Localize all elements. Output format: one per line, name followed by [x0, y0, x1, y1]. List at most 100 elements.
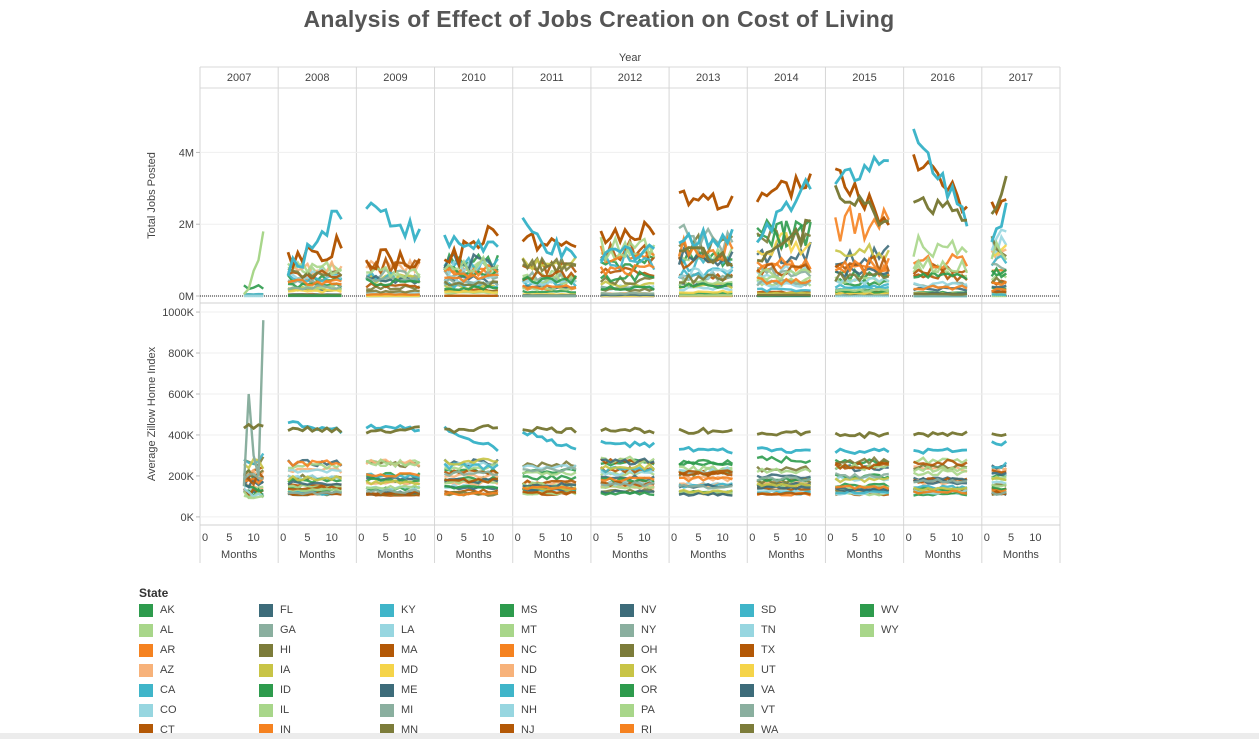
- series-line-ca: [365, 201, 421, 244]
- legend-swatch: [139, 664, 153, 677]
- jobs-series-line: [991, 287, 1007, 293]
- x-tick-label: 5: [304, 532, 310, 544]
- home-index-series-line: [600, 490, 655, 497]
- series-line-ny: [833, 184, 889, 228]
- series-line-ca: [286, 209, 343, 276]
- x-tick-label: 10: [247, 532, 259, 544]
- jobs-series-line: [990, 239, 1008, 261]
- x-tick-label: 5: [383, 532, 389, 544]
- home-index-series-line: [834, 472, 889, 480]
- jobs-series-line: [913, 270, 968, 281]
- y-tick-label: 2M: [179, 219, 194, 231]
- series-line-ny: [756, 218, 811, 263]
- home-index-series-line: [756, 467, 812, 475]
- home-index-series-line: [913, 458, 968, 467]
- home-index-series-line: [756, 455, 812, 464]
- legend-swatch: [259, 624, 273, 637]
- series-line-tx: [365, 248, 421, 274]
- series-line-ca: [991, 440, 1008, 447]
- jobs-series-line: [522, 274, 578, 286]
- year-header-2008: 2008: [305, 72, 329, 84]
- home-index-series-line: [365, 458, 421, 467]
- series-line-hi: [444, 423, 499, 435]
- legend-swatch: [139, 684, 153, 697]
- x-tick-label: 10: [951, 532, 963, 544]
- x-tick-label: 5: [226, 532, 232, 544]
- home-index-series-line: [522, 490, 577, 496]
- jobs-series-line: [522, 289, 576, 294]
- chart-area: Year 2007 2008 2009 2010 2011 2012 2013 2014 2015…: [146, 52, 1061, 563]
- home-index-series-line: [365, 488, 421, 495]
- series-line-tx: [678, 189, 734, 211]
- legend-swatch: [139, 644, 153, 657]
- home-index-series-line: [443, 470, 499, 477]
- jobs-series-line: [444, 289, 499, 294]
- x-axis-label: Months: [377, 549, 414, 561]
- legend-swatch: [500, 664, 514, 677]
- home-index-series-line: [287, 485, 342, 491]
- x-tick-label: 5: [930, 532, 936, 544]
- y-tick-label: 0K: [181, 512, 195, 524]
- home-index-series-line: [443, 457, 498, 466]
- jobs-series-line: [991, 284, 1007, 289]
- jobs-series-line: [600, 270, 655, 283]
- home-index-series-line: [678, 483, 733, 490]
- home-index-series-line: [834, 461, 890, 470]
- legend-label: UT: [761, 664, 776, 676]
- legend-label: ND: [521, 664, 537, 676]
- x-tick-label: 0: [749, 532, 755, 544]
- legend-swatch: [380, 684, 394, 697]
- home-index-series-line: [287, 487, 343, 494]
- legend-label: NC: [521, 644, 537, 656]
- jobs-series-line: [443, 254, 498, 274]
- bottom-scrollbar[interactable]: [0, 733, 1259, 739]
- home-index-series-line: [366, 490, 420, 496]
- jobs-series-line: [600, 284, 655, 291]
- x-tick-label: 5: [461, 532, 467, 544]
- home-index-series-line: [834, 476, 890, 484]
- series-line-ny: [912, 195, 968, 222]
- legend-swatch: [740, 704, 754, 717]
- year-header-2014: 2014: [774, 72, 798, 84]
- jobs-series-line: [599, 249, 656, 272]
- home-index-series-line: [243, 477, 265, 485]
- legend-swatch: [380, 604, 394, 617]
- home-index-series-line: [522, 481, 577, 488]
- legend-label: VA: [761, 684, 775, 696]
- x-tick-label: 5: [852, 532, 858, 544]
- jobs-series-line: [678, 282, 733, 289]
- home-index-series-line: [991, 486, 1007, 491]
- year-header-2015: 2015: [852, 72, 876, 84]
- jobs-series-line: [990, 254, 1008, 267]
- home-index-series-line: [243, 472, 264, 481]
- x-axis-label: Months: [925, 549, 962, 561]
- series-line-tx: [599, 219, 656, 246]
- home-index-series-line: [600, 457, 655, 466]
- home-index-series-line: [913, 486, 968, 492]
- home-index-series-line: [991, 489, 1007, 493]
- jobs-series-line: [522, 284, 577, 291]
- home-index-series-line: [600, 462, 656, 471]
- x-tick-label: 10: [560, 532, 572, 544]
- legend-label: GA: [280, 624, 296, 636]
- legend-label: OH: [641, 644, 658, 656]
- legend-label: HI: [280, 644, 291, 656]
- legend-label: NV: [641, 604, 657, 616]
- jobs-series-line: [990, 268, 1007, 277]
- jobs-series-line: [757, 287, 811, 293]
- series-line-ca: [678, 225, 734, 250]
- x-tick-label: 10: [638, 532, 650, 544]
- legend-swatch: [139, 604, 153, 617]
- jobs-series-line: [913, 284, 968, 291]
- series-line-hi: [913, 430, 968, 438]
- legend-swatch: [139, 704, 153, 717]
- legend-label: SD: [761, 604, 777, 616]
- legend-label: CA: [160, 684, 176, 696]
- jobs-series-line: [599, 263, 655, 277]
- home-index-series-line: [444, 477, 498, 484]
- legend-swatch: [860, 604, 874, 617]
- home-index-series-line: [991, 480, 1007, 485]
- legend-label: OK: [641, 664, 657, 676]
- jobs-series-line: [243, 292, 264, 296]
- legend-label: ME: [401, 684, 418, 696]
